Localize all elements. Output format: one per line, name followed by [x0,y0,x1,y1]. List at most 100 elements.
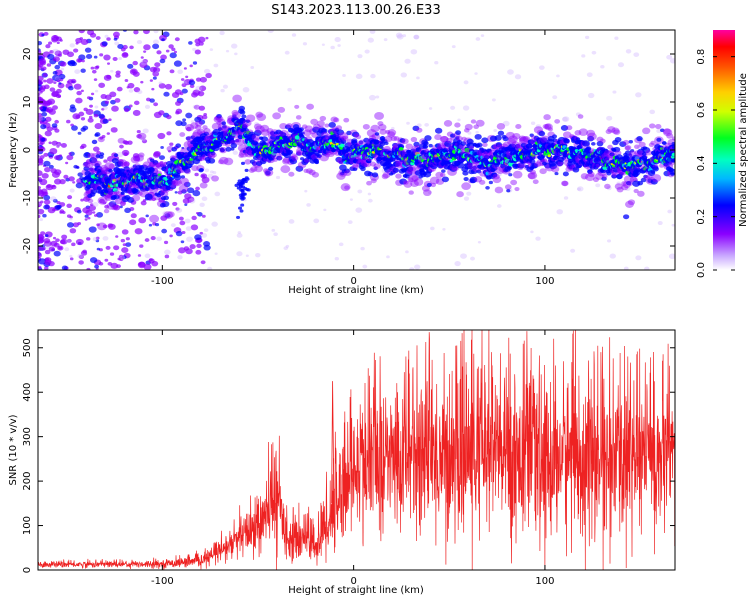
heatmap-cell [222,125,227,129]
heatmap-cell [202,125,208,130]
heatmap-cell [582,140,590,147]
heatmap-cell [535,124,542,129]
heatmap-cell [144,238,150,242]
heatmap-cell [326,150,335,158]
heatmap-cell [167,211,175,218]
heatmap-cell [595,183,601,188]
heatmap-cell [108,168,113,173]
heatmap-cell [340,139,347,144]
heatmap-cell [181,230,186,235]
heatmap-cell [556,209,564,215]
heatmap-cell [215,115,224,122]
heatmap-cell [552,95,558,100]
heatmap-cell [625,200,634,208]
heatmap-cell [55,141,62,147]
heatmap-cell [408,164,417,172]
heatmap-cell [474,133,482,140]
heatmap-cell [181,189,187,194]
heatmap-cell [44,259,52,266]
heatmap-cell [88,167,95,173]
heatmap-cell [531,163,539,169]
heatmap-cell [143,50,147,53]
heatmap-cell [260,124,270,132]
heatmap-cell [577,186,584,192]
heatmap-cell [221,121,227,126]
heatmap-cell [361,163,368,168]
heatmap-cell [77,221,82,226]
heatmap-cell [75,182,83,189]
heatmap-cell [51,171,60,178]
heatmap-cell [295,115,302,120]
heatmap-cell [109,91,117,98]
heatmap-cell [183,181,191,188]
heatmap-cell [234,52,238,56]
heatmap-cell [275,175,281,180]
heatmap-cell [364,49,370,54]
heatmap-cell [576,187,581,191]
heatmap-cell [469,176,478,183]
heatmap-cell [52,74,60,82]
heatmap-cell [176,207,183,213]
heatmap-cell [86,96,91,100]
heatmap-cell [538,130,546,137]
heatmap-cell [277,156,283,161]
heatmap-cell [370,178,377,184]
heatmap-cell [497,130,505,136]
heatmap-cell [47,53,55,60]
heatmap-cell [557,160,564,166]
heatmap-cell [148,167,155,173]
heatmap-cell [188,198,196,204]
heatmap-cell [316,120,325,127]
heatmap-cell [119,255,126,261]
heatmap-cell [139,61,148,68]
heatmap-cell [591,50,597,55]
heatmap-cell [519,136,530,144]
y-tick-label: 400 [22,383,33,402]
heatmap-cell [313,218,320,224]
heatmap-cell [123,107,130,113]
heatmap-cell [216,120,222,125]
heatmap-cell [179,220,186,226]
heatmap-cell [40,117,47,122]
heatmap-cell [76,90,82,96]
heatmap-cell [577,114,584,119]
heatmap-cell [430,182,437,188]
heatmap-cell [444,140,452,148]
heatmap-cell [185,226,192,231]
heatmap-cell [140,56,144,59]
heatmap-cell [238,193,243,197]
heatmap-cell [563,196,569,200]
heatmap-cell [94,105,99,109]
heatmap-cell [494,186,504,194]
heatmap-cell [108,163,116,170]
heatmap-cell [160,190,169,198]
heatmap-cell [624,186,631,192]
heatmap-cell [321,43,325,46]
heatmap-cell [304,125,314,133]
heatmap-cell [83,107,88,112]
heatmap-cell [561,180,568,187]
heatmap-cell [198,105,206,111]
heatmap-cell [60,67,65,71]
heatmap-cell [144,253,151,259]
heatmap-cell [51,90,60,97]
heatmap-cell [142,161,151,168]
colorbar-label: Normalized spectral amplitude [738,73,749,227]
heatmap-cell [204,168,210,173]
heatmap-cell [201,232,208,238]
heatmap-cell [170,157,176,162]
heatmap-cell [456,135,463,142]
heatmap-cell [66,238,72,243]
heatmap-cell [460,253,467,259]
heatmap-cell [609,152,615,157]
heatmap-cell [38,40,43,46]
heatmap-cell [606,115,613,121]
heatmap-cell [406,121,410,125]
heatmap-cell [301,124,308,129]
heatmap-cell [460,141,467,146]
heatmap-cell [628,139,633,144]
heatmap-cell [195,124,202,131]
heatmap-cell [468,145,475,150]
heatmap-cell [225,49,230,53]
